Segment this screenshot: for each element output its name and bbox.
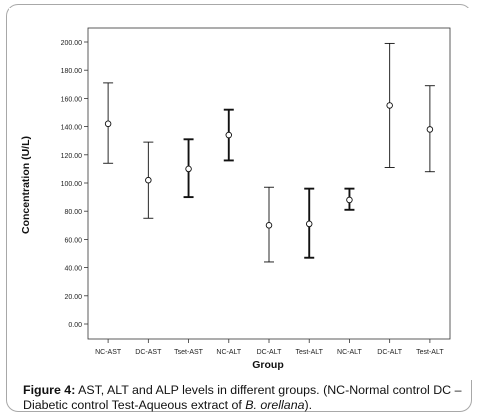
x-tick-label: NC-AST [95, 349, 122, 356]
figure-frame: 0.00 20.00 40.00 60.00 80.00 100.00 120.00 140.… [6, 4, 475, 413]
y-tick-label: 100.00 [61, 181, 83, 188]
y-tick-label: 20.00 [64, 294, 82, 301]
x-tick-label: DC-ALT [257, 349, 282, 356]
mean-marker [386, 102, 393, 109]
mean-marker [426, 126, 434, 133]
caption-label: Figure 4: [23, 383, 76, 397]
x-tick-label: Test-ALT [295, 349, 323, 356]
x-axis-label: Group [252, 359, 284, 371]
x-tick-label: NC-ALT [216, 349, 241, 356]
figure-caption: Figure 4: AST, ALT and ALP levels in dif… [23, 383, 475, 413]
y-tick-label: 0.00 [68, 322, 82, 329]
mean-marker [145, 176, 152, 184]
x-tick-label: Tset-AST [174, 349, 204, 356]
axes: 0.00 20.00 40.00 60.00 80.00 100.00 120.00 140.… [61, 27, 451, 356]
y-tick-label: 60.00 [64, 237, 82, 244]
mean-marker [104, 120, 112, 128]
mean-marker [265, 222, 273, 229]
caption-end: ). [304, 398, 313, 412]
error-bar-chart: 0.00 20.00 40.00 60.00 80.00 100.00 120.00 140.… [9, 8, 475, 380]
mean-marker [185, 165, 192, 173]
y-axis-label: Concentration (U/L) [20, 136, 32, 234]
y-tick-label: 160.00 [61, 96, 83, 103]
x-tick-label: Test-ALT [416, 349, 444, 356]
x-tick-label: DC-AST [135, 349, 162, 356]
x-tick-label: NC-ALT [337, 349, 362, 356]
mean-marker [346, 196, 353, 204]
x-tick-label: DC-ALT [377, 349, 402, 356]
chart-container: 0.00 20.00 40.00 60.00 80.00 100.00 120.00 140.… [9, 8, 475, 385]
data-marks [103, 42, 435, 263]
mean-marker [305, 220, 313, 228]
y-tick-label: 140.00 [61, 125, 83, 132]
y-tick-label: 180.00 [61, 68, 83, 75]
y-tick-label: 120.00 [61, 153, 83, 160]
caption-text: AST, ALT and ALP levels in different gro… [23, 383, 462, 412]
mean-marker [225, 131, 233, 139]
caption-species: B. orellana [245, 398, 305, 412]
y-tick-label: 40.00 [64, 266, 82, 273]
y-tick-label: 80.00 [64, 209, 82, 216]
y-tick-label: 200.00 [61, 40, 83, 47]
